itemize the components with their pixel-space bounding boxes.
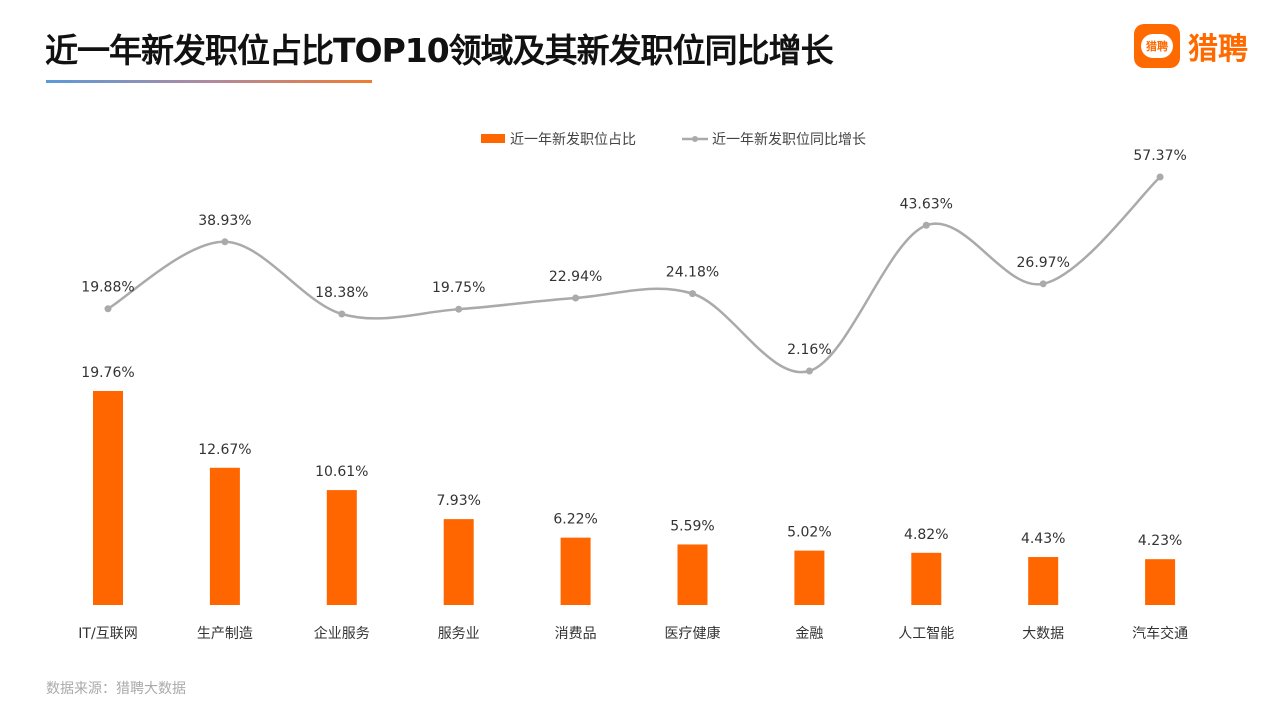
logo-badge-text: 猎聘 <box>1141 34 1173 58</box>
line-label: 22.94% <box>549 269 602 285</box>
line-label: 2.16% <box>787 342 831 358</box>
bar <box>794 550 825 605</box>
bar <box>1028 557 1059 605</box>
line-point <box>689 290 696 298</box>
bar-label: 5.02% <box>787 525 831 541</box>
category-label: 人工智能 <box>898 626 954 642</box>
bar-label: 4.43% <box>1021 531 1065 547</box>
logo: 猎聘 猎聘 <box>1134 24 1248 68</box>
category-label: 汽车交通 <box>1132 625 1188 642</box>
line-point <box>922 221 930 229</box>
category-label: 生产制造 <box>197 626 253 642</box>
bar <box>93 390 123 605</box>
line-point <box>338 310 346 318</box>
logo-text: 猎聘 <box>1188 32 1248 67</box>
category-label: 大数据 <box>1022 626 1064 642</box>
bar-label: 6.22% <box>553 512 597 528</box>
bar-label: 19.76% <box>81 365 134 381</box>
line-point <box>805 367 813 375</box>
category-label: 服务业 <box>438 626 480 642</box>
legend-bar-label: 近一年新发职位占比 <box>510 132 636 148</box>
bar-label: 5.59% <box>670 518 714 534</box>
bar-label: 4.82% <box>904 527 948 543</box>
line-point <box>1039 280 1047 288</box>
line-label: 24.18% <box>666 265 719 281</box>
bar-label: 12.67% <box>198 442 251 458</box>
bar <box>560 537 591 605</box>
line-point <box>104 305 112 313</box>
logo-badge: 猎聘 <box>1134 24 1180 68</box>
line-point <box>1156 173 1164 181</box>
line-label: 19.88% <box>81 280 134 296</box>
legend-line-label: 近一年新发职位同比增长 <box>712 132 866 148</box>
bar <box>209 467 240 605</box>
bar <box>443 519 474 605</box>
source-note: 数据来源：猎聘大数据 <box>46 681 186 697</box>
line-label: 19.75% <box>432 280 485 296</box>
line-label: 57.37% <box>1133 148 1186 164</box>
category-label: 医疗健康 <box>665 625 721 642</box>
line-label: 43.63% <box>900 196 953 212</box>
bar-label: 7.93% <box>436 493 480 509</box>
page-title: 近一年新发职位占比TOP10领域及其新发职位同比增长 <box>45 31 834 70</box>
line-point <box>572 294 580 302</box>
legend-bar-swatch <box>481 134 505 143</box>
line-label: 26.97% <box>1017 255 1070 271</box>
title-underline <box>46 80 372 83</box>
bar <box>326 490 357 605</box>
growth-line <box>107 176 1161 374</box>
line-label: 18.38% <box>315 285 368 301</box>
line-point <box>221 238 229 246</box>
line-point <box>455 305 463 313</box>
bar-label: 10.61% <box>315 464 368 480</box>
bar <box>1145 559 1176 605</box>
bar-label: 4.23% <box>1138 533 1182 549</box>
line-label: 38.93% <box>198 213 251 229</box>
bar <box>911 552 942 605</box>
bar <box>677 544 708 605</box>
category-label: IT/互联网 <box>78 626 137 642</box>
category-label: 企业服务 <box>314 625 370 642</box>
category-label: 消费品 <box>555 626 597 642</box>
legend-line-marker <box>692 136 698 142</box>
category-label: 金融 <box>795 626 823 642</box>
